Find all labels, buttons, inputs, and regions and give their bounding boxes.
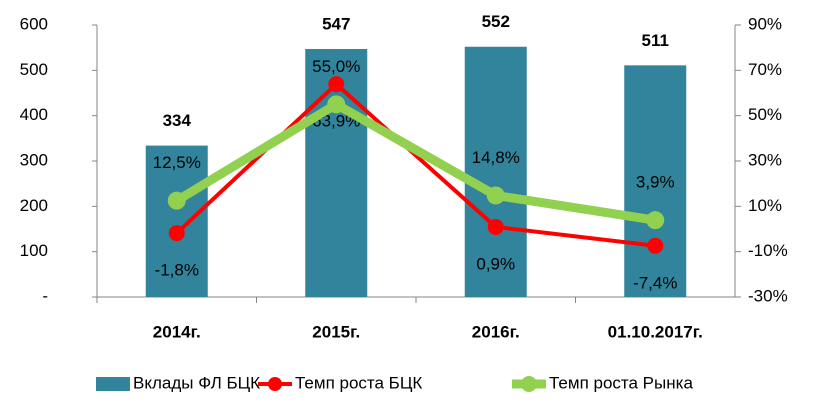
y-tick-label: 300 (20, 150, 48, 169)
x-tick-label: 2015г. (312, 322, 360, 341)
x-tick-label: 2014г. (153, 322, 201, 341)
y2-tick-label: -10% (748, 241, 788, 260)
y2-tick-label: 10% (748, 196, 782, 215)
legend-label: Темп роста БЦК (295, 373, 422, 392)
y2-tick-label: 50% (748, 105, 782, 124)
legend-swatch-marker (268, 377, 282, 391)
legend-swatch (96, 377, 130, 391)
bar-value-label: 547 (322, 15, 350, 34)
y-tick-label: 200 (20, 196, 48, 215)
line-value-label: 14,8% (472, 148, 520, 167)
y-tick-label: - (42, 286, 48, 305)
y2-tick-label: -30% (748, 286, 788, 305)
line-value-label: 12,5% (153, 153, 201, 172)
line (175, 82, 656, 248)
line-value-label: -1,8% (155, 261, 199, 280)
line-value-label: 0,9% (476, 254, 515, 273)
y2-tick-label: 70% (748, 60, 782, 79)
y-tick-label: 500 (20, 60, 48, 79)
line-value-label: -7,4% (633, 273, 677, 292)
line-marker (328, 76, 345, 93)
line-marker (487, 218, 504, 235)
line-marker (327, 95, 346, 114)
bar (464, 46, 527, 298)
line-marker (486, 186, 505, 205)
y-tick-label: 600 (20, 14, 48, 33)
y2-tick-label: 30% (748, 150, 782, 169)
line-marker (646, 211, 665, 230)
line-marker (168, 225, 185, 242)
y-tick-label: 400 (20, 105, 48, 124)
line-marker (647, 237, 664, 254)
x-tick-label: 2016г. (472, 322, 520, 341)
bar-value-label: 334 (163, 111, 192, 130)
legend-swatch-marker (521, 376, 537, 392)
line (174, 99, 656, 225)
y-tick-label: 100 (20, 241, 48, 260)
x-tick-label: 01.10.2017г. (608, 322, 703, 341)
line-value-label: 55,0% (312, 57, 360, 76)
bar-value-label: 511 (642, 31, 669, 50)
legend-label: Темп роста Рынка (549, 373, 693, 392)
bar (145, 145, 208, 297)
bar (624, 65, 687, 297)
y2-tick-label: 90% (748, 14, 782, 33)
line-marker (167, 191, 186, 210)
bar-value-label: 552 (482, 12, 510, 31)
line-value-label: 3,9% (636, 173, 675, 192)
legend-label: Вклады ФЛ БЦК (133, 373, 260, 392)
